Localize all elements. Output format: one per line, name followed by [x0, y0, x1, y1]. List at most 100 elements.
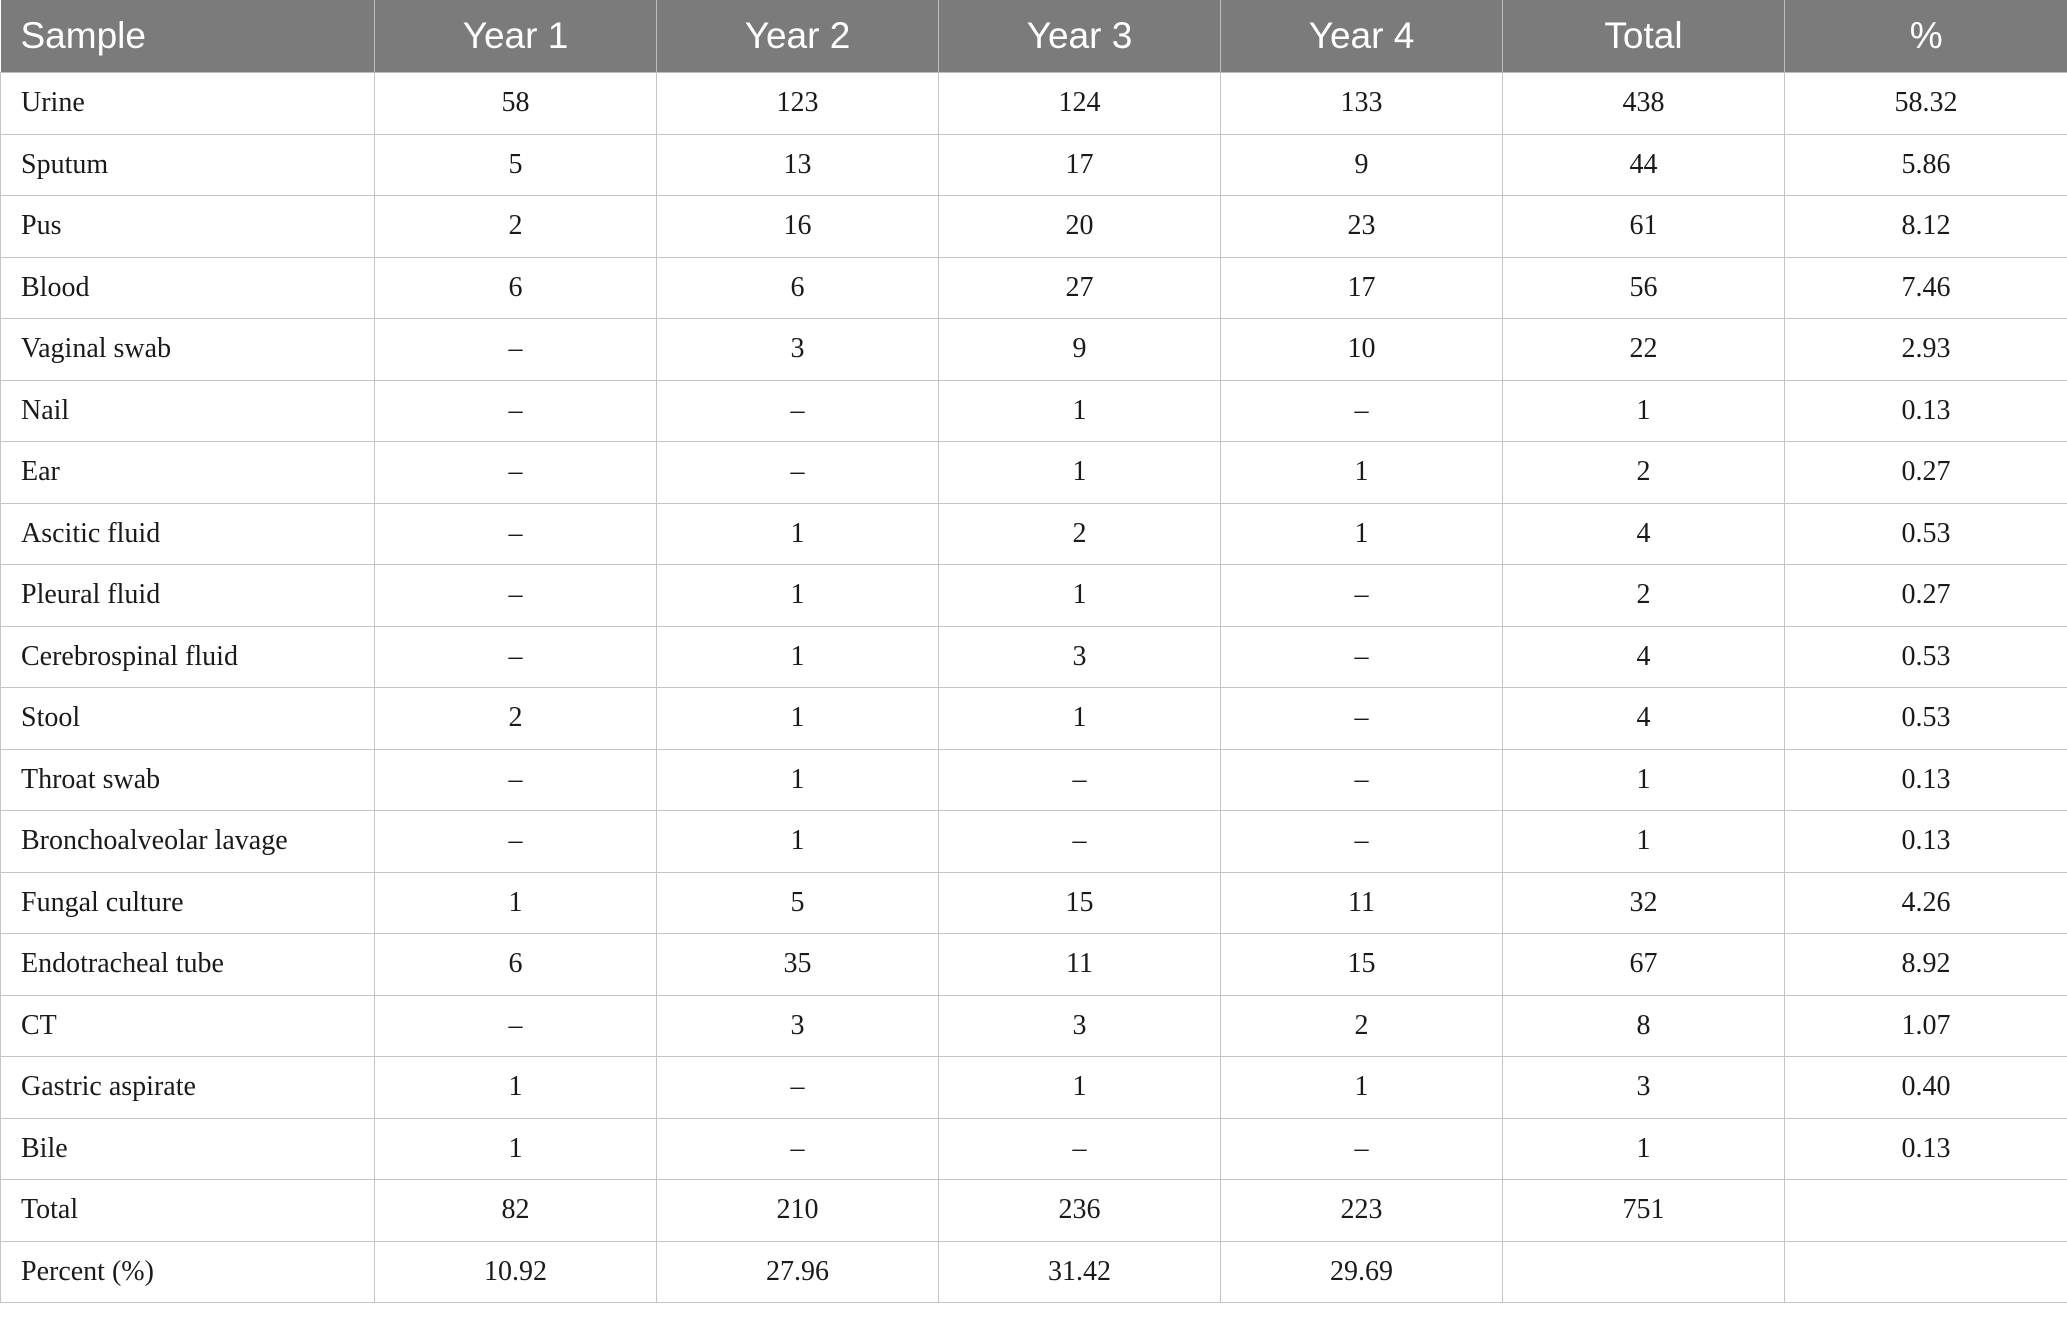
table-header: Sample Year 1 Year 2 Year 3 Year 4 Total… [0, 0, 2067, 73]
table-row: Ascitic fluid –1 2 1 4 0.53 [0, 502, 2067, 565]
cell-year-3: 2 [938, 502, 1221, 565]
cell-sample: Gastric aspirate [0, 1056, 375, 1119]
cell-year-3: 124 [938, 72, 1221, 135]
cell-total: 67 [1502, 933, 1785, 996]
cell-year-3: 1 [938, 441, 1221, 504]
cell-year-2: 1 [656, 502, 939, 565]
cell-percent: 4.26 [1784, 871, 2067, 934]
cell-year-3: 17 [938, 133, 1221, 196]
cell-year-4: – [1220, 625, 1503, 688]
table-row: Ear – –1 1 2 0.27 [0, 441, 2067, 504]
table-row: Percent (%) 10.92 27.96 31.42 29.69 [0, 1240, 2067, 1303]
cell-year-4: 10 [1220, 318, 1503, 381]
cell-year-2: 6 [656, 256, 939, 319]
cell-year-1: – [374, 318, 657, 381]
table-row: Total 82 210 236 223 751 [0, 1179, 2067, 1242]
cell-total: 3 [1502, 1056, 1785, 1119]
cell-year-1: 1 [374, 1056, 657, 1119]
table-row: CT –3 3 2 8 1.07 [0, 994, 2067, 1057]
cell-year-4: 1 [1220, 1056, 1503, 1119]
table-row: Gastric aspirate 1–1 1 3 0.40 [0, 1056, 2067, 1119]
cell-year-2: 1 [656, 564, 939, 627]
cell-year-2: 1 [656, 810, 939, 873]
cell-sample: Pus [0, 195, 375, 258]
cell-year-2: 27.96 [656, 1240, 939, 1303]
cell-year-4: 23 [1220, 195, 1503, 258]
cell-percent: 0.53 [1784, 625, 2067, 688]
cell-year-3: – [938, 748, 1221, 811]
cell-year-4: – [1220, 810, 1503, 873]
cell-total: 1 [1502, 379, 1785, 442]
cell-sample: Cerebrospinal fluid [0, 625, 375, 688]
cell-year-2: 1 [656, 748, 939, 811]
table-row: Pus 2 16 20 23 61 8.12 [0, 195, 2067, 258]
table-row: Sputum 5 13 17 9 44 5.86 [0, 133, 2067, 196]
cell-year-2: – [656, 1056, 939, 1119]
cell-percent: 1.07 [1784, 994, 2067, 1057]
cell-year-1: 2 [374, 195, 657, 258]
cell-year-2: – [656, 441, 939, 504]
cell-sample: Bile [0, 1117, 375, 1180]
cell-sample: Percent (%) [0, 1240, 375, 1303]
cell-sample: Bronchoalveolar lavage [0, 810, 375, 873]
cell-sample: Nail [0, 379, 375, 442]
cell-year-1: – [374, 625, 657, 688]
cell-percent: 0.53 [1784, 502, 2067, 565]
cell-percent [1784, 1179, 2067, 1242]
cell-year-4: – [1220, 564, 1503, 627]
cell-sample: CT [0, 994, 375, 1057]
cell-year-4: – [1220, 687, 1503, 750]
cell-total: 4 [1502, 502, 1785, 565]
cell-year-3: 11 [938, 933, 1221, 996]
cell-percent: 0.27 [1784, 441, 2067, 504]
cell-sample: Endotracheal tube [0, 933, 375, 996]
cell-percent: 58.32 [1784, 72, 2067, 135]
cell-percent: 0.13 [1784, 379, 2067, 442]
cell-total: 1 [1502, 810, 1785, 873]
cell-year-1: 1 [374, 871, 657, 934]
cell-year-1: 10.92 [374, 1240, 657, 1303]
table-row: Bronchoalveolar lavage –1– –1 0.13 [0, 810, 2067, 873]
cell-year-3: 3 [938, 625, 1221, 688]
cell-total [1502, 1240, 1785, 1303]
cell-year-3: 1 [938, 379, 1221, 442]
header-year-1: Year 1 [374, 0, 657, 73]
table-row: Urine 58 123 124 133 438 58.32 [0, 72, 2067, 135]
cell-total: 1 [1502, 748, 1785, 811]
cell-year-1: 58 [374, 72, 657, 135]
cell-year-1: 82 [374, 1179, 657, 1242]
cell-total: 4 [1502, 625, 1785, 688]
cell-sample: Ear [0, 441, 375, 504]
header-year-4: Year 4 [1220, 0, 1503, 73]
header-year-3: Year 3 [938, 0, 1221, 73]
cell-year-3: – [938, 810, 1221, 873]
cell-total: 22 [1502, 318, 1785, 381]
table-body: Urine 58 123 124 133 438 58.32 Sputum 5 13 17 9 44 5.… [0, 72, 2067, 1303]
cell-total: 1 [1502, 1117, 1785, 1180]
cell-year-1: – [374, 441, 657, 504]
cell-year-4: 2 [1220, 994, 1503, 1057]
cell-percent: 0.13 [1784, 748, 2067, 811]
cell-year-2: 1 [656, 625, 939, 688]
cell-year-4: 17 [1220, 256, 1503, 319]
cell-year-3: – [938, 1117, 1221, 1180]
cell-year-3: 27 [938, 256, 1221, 319]
cell-year-4: 1 [1220, 502, 1503, 565]
header-year-2: Year 2 [656, 0, 939, 73]
cell-year-4: 15 [1220, 933, 1503, 996]
header-row: Sample Year 1 Year 2 Year 3 Year 4 Total… [0, 0, 2067, 73]
cell-year-2: – [656, 379, 939, 442]
cell-total: 44 [1502, 133, 1785, 196]
cell-total: 8 [1502, 994, 1785, 1057]
cell-sample: Vaginal swab [0, 318, 375, 381]
cell-year-1: 5 [374, 133, 657, 196]
cell-sample: Fungal culture [0, 871, 375, 934]
cell-total: 61 [1502, 195, 1785, 258]
table-row: Bile 1– – –1 0.13 [0, 1117, 2067, 1180]
cell-year-4: – [1220, 748, 1503, 811]
cell-year-1: – [374, 379, 657, 442]
cell-sample: Urine [0, 72, 375, 135]
cell-year-3: 1 [938, 687, 1221, 750]
cell-total: 2 [1502, 441, 1785, 504]
